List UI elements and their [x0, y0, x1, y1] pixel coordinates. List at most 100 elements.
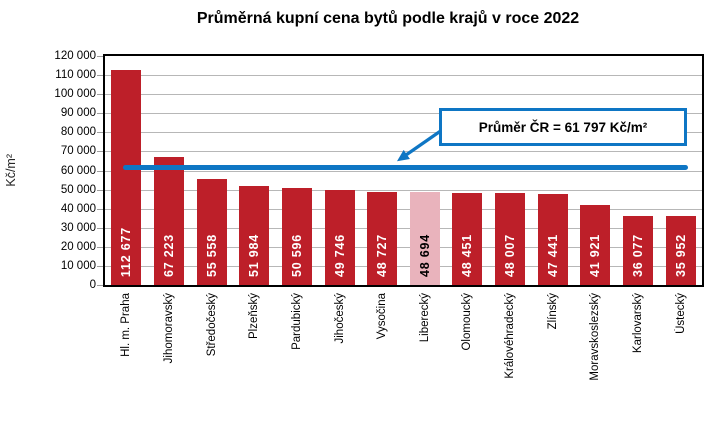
x-category-label: Olomoucký — [461, 293, 474, 351]
x-category-cell: Jihočeský — [318, 291, 361, 427]
gridline — [105, 75, 702, 77]
y-tick-label: 10 000 — [60, 259, 96, 272]
bar: 48 007 — [495, 193, 526, 285]
bar-value-label: 48 451 — [460, 233, 475, 277]
y-tick-label: 0 — [89, 279, 96, 291]
y-tick-label: 20 000 — [60, 240, 96, 253]
x-category-cell: Karlovarský — [617, 291, 660, 427]
chart-title: Průměrná kupní cena bytů podle krajů v r… — [196, 10, 580, 27]
bar: 67 223 — [153, 156, 184, 285]
plot-area: 112 677 67 223 55 558 51 984 50 596 49 746 48 … — [105, 56, 702, 285]
x-category-label: Královéhradecký — [504, 293, 517, 379]
x-category-label: Vysočina — [376, 293, 389, 340]
average-callout: Průměr ČR = 61 797 Kč/m² — [439, 108, 687, 146]
bar: 48 451 — [452, 192, 483, 285]
y-tick-mark — [97, 132, 103, 134]
y-tick-mark — [97, 285, 103, 286]
bar-value-label: 49 746 — [332, 233, 347, 277]
bar-value-label: 48 007 — [503, 233, 518, 277]
y-tick-label: 100 000 — [54, 88, 96, 101]
y-tick-label: 110 000 — [55, 69, 96, 82]
x-category-label: Ústecký — [674, 293, 687, 334]
bar-value-label: 35 952 — [673, 233, 688, 277]
bar-value-label: 36 077 — [631, 233, 646, 277]
x-category-label: Moravskoslezský — [589, 293, 602, 381]
x-category-cell: Hl. m. Praha — [105, 291, 148, 427]
x-category-cell: Středočeský — [190, 291, 233, 427]
y-tick-mark — [97, 170, 103, 172]
bar: 35 952 — [665, 216, 696, 285]
y-tick-label: 30 000 — [60, 221, 96, 234]
bar: 41 921 — [580, 205, 611, 285]
gridline — [105, 170, 702, 172]
gridline — [105, 208, 702, 210]
y-axis-label: Kč/m² — [4, 154, 18, 187]
gridline — [105, 151, 702, 153]
x-category-cell: Zlínský — [531, 291, 574, 427]
bar: 36 077 — [623, 216, 654, 285]
bar: 47 441 — [537, 194, 568, 285]
x-category-cell: Olomoucký — [446, 291, 489, 427]
y-tick-label: 60 000 — [60, 164, 96, 177]
x-category-label: Zlínský — [546, 293, 559, 330]
y-tick-mark — [97, 227, 103, 229]
average-callout-text: Průměr ČR = 61 797 Kč/m² — [478, 119, 648, 135]
x-category-label: Středočeský — [205, 293, 218, 357]
gridline — [105, 132, 702, 134]
bar: 55 558 — [196, 178, 227, 285]
x-category-cell: Moravskoslezský — [574, 291, 617, 427]
x-category-label: Liberecký — [418, 293, 431, 343]
bar-value-label: 67 223 — [161, 233, 176, 277]
y-tick-mark — [97, 94, 103, 96]
y-tick-mark — [97, 246, 103, 248]
x-category-cell: Ústecký — [659, 291, 702, 427]
gridline — [105, 189, 702, 191]
bar-value-label: 55 558 — [204, 233, 219, 277]
y-tick-mark — [97, 189, 103, 191]
y-tick-mark — [97, 113, 103, 115]
bar: 51 984 — [239, 185, 270, 285]
x-category-label: Hl. m. Praha — [120, 293, 133, 357]
y-tick-label: 40 000 — [60, 202, 96, 215]
x-category-cell: Vysočina — [361, 291, 404, 427]
bar: 48 727 — [367, 192, 398, 285]
gridline — [105, 246, 702, 248]
y-tick-mark — [97, 208, 103, 210]
y-tick-label: 80 000 — [60, 126, 96, 139]
x-category-cell: Plzeňský — [233, 291, 276, 427]
gridline — [105, 113, 702, 115]
y-tick-label: 120 000 — [54, 50, 96, 62]
x-category-label: Karlovarský — [632, 293, 644, 354]
y-tick-mark — [97, 75, 103, 77]
bar: 112 677 — [111, 69, 142, 285]
bar-value-label: 47 441 — [545, 233, 560, 277]
x-category-label: Jihočeský — [333, 293, 346, 344]
gridline — [105, 265, 702, 267]
x-category-cell: Jihomoravský — [148, 291, 191, 427]
bar-value-label: 41 921 — [588, 233, 603, 277]
bar-value-label: 51 984 — [247, 233, 262, 277]
y-tick-label: 70 000 — [60, 145, 96, 158]
x-category-label: Pardubický — [290, 293, 303, 350]
bar: 50 596 — [281, 188, 312, 285]
average-line — [123, 164, 688, 170]
y-tick-mark — [97, 151, 103, 153]
gridline — [105, 227, 702, 229]
bar: 49 746 — [324, 190, 355, 285]
y-axis-label-container: Kč/m² — [4, 56, 18, 285]
bar: 48 694 — [409, 192, 440, 285]
x-category-label: Plzeňský — [248, 293, 261, 340]
x-axis-labels: Hl. m. Praha Jihomoravský Středočeský Plzeň… — [105, 291, 702, 427]
bar-value-label: 50 596 — [289, 233, 304, 277]
y-tick-mark — [97, 265, 103, 267]
x-category-cell: Královéhradecký — [489, 291, 532, 427]
bar-value-label: 48 727 — [375, 233, 390, 277]
y-tick-mark — [97, 56, 103, 57]
x-category-cell: Pardubický — [276, 291, 319, 427]
gridline — [105, 94, 702, 96]
bar-value-label: 48 694 — [417, 233, 432, 277]
x-category-cell: Liberecký — [403, 291, 446, 427]
y-tick-label: 50 000 — [60, 183, 96, 196]
y-tick-label: 90 000 — [60, 107, 96, 120]
